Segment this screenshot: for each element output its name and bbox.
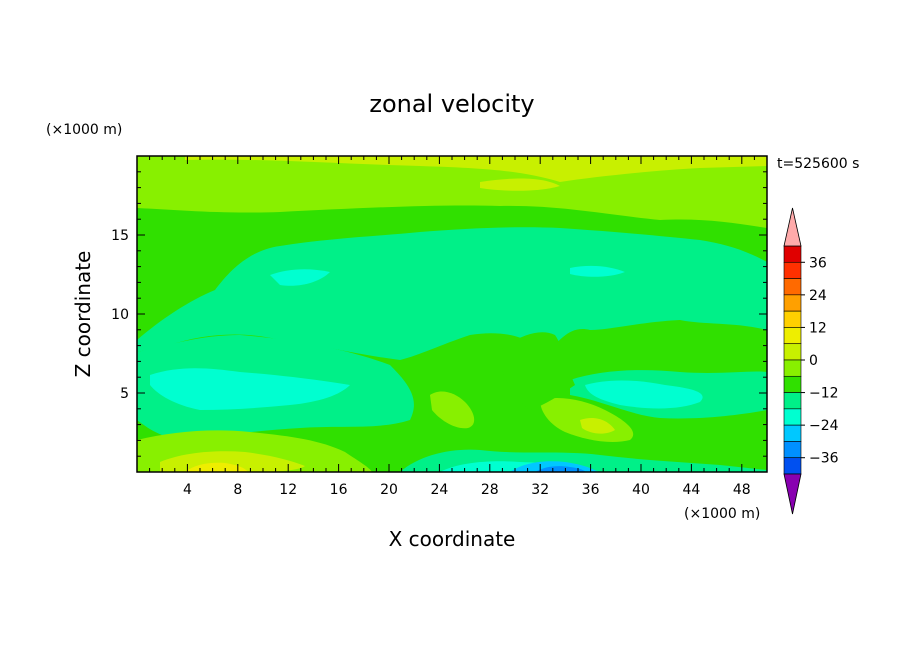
- upper-layer-12b: [480, 178, 560, 191]
- colorbar-segment: [783, 343, 802, 361]
- pocket-neg12-mid: [270, 269, 330, 286]
- mid-region-neg6: [137, 227, 767, 360]
- x-tick-label: 20: [380, 482, 398, 498]
- colorbar-segment: [783, 245, 802, 263]
- x-tick-label: 44: [682, 482, 700, 498]
- colorbar-segment: [783, 392, 802, 410]
- x-tick-label: 24: [430, 482, 448, 498]
- colorbar-under-arrow: [783, 473, 802, 515]
- colorbar-tick-label: 0: [809, 353, 818, 369]
- colorbar-segment: [783, 408, 802, 426]
- x-tick-label: 32: [531, 482, 549, 498]
- x-axis-label: X coordinate: [389, 527, 516, 551]
- colorbar-tick-label: −36: [809, 451, 839, 467]
- feature-6-center: [430, 391, 475, 429]
- y-axis-label: Z coordinate: [71, 251, 95, 378]
- colorbar-segment: [783, 310, 802, 328]
- x-tick-label: 4: [183, 482, 192, 498]
- colorbar-segment: [783, 278, 802, 296]
- colorbar-segment: [783, 375, 802, 393]
- y-tick-label: 10: [111, 307, 129, 323]
- y-unit-label: (×1000 m): [46, 122, 122, 138]
- x-axis: 4 8 12 16 20 24 28 32 36 40 44 48: [149, 156, 755, 498]
- colorbar-segment: [783, 261, 802, 279]
- contour-field: [137, 156, 767, 472]
- x-tick-label: 12: [279, 482, 297, 498]
- feature-0-center: [500, 332, 575, 410]
- colorbar-segment: [783, 327, 802, 345]
- x-tick-label: 36: [582, 482, 600, 498]
- colorbar-tick-label: 12: [809, 320, 827, 336]
- top-band-12: [185, 156, 767, 182]
- minimum-neg24: [535, 466, 586, 472]
- x-tick-label: 8: [233, 482, 242, 498]
- colorbar-segment: [783, 457, 802, 475]
- colorbar-tick-label: 36: [809, 255, 827, 271]
- colorbar-tick-label: −12: [809, 386, 839, 402]
- colorbar-segment: [783, 441, 802, 459]
- x-tick-label: 48: [733, 482, 751, 498]
- x-unit-label: (×1000 m): [684, 506, 760, 522]
- surface-max-18: [185, 462, 248, 472]
- x-tick-label: 28: [481, 482, 499, 498]
- colorbar-over-arrow: [783, 207, 802, 247]
- y-axis: 5 10 15: [111, 171, 767, 457]
- x-tick-label: 16: [330, 482, 348, 498]
- feature-12-right: [580, 418, 615, 434]
- pocket-neg12-left: [150, 368, 350, 410]
- time-label: t=525600 s: [777, 156, 859, 172]
- colorbar-segment: [783, 359, 802, 377]
- y-tick-label: 15: [111, 228, 129, 244]
- chart-title: zonal velocity: [369, 90, 534, 118]
- pocket-neg12-right: [585, 380, 703, 409]
- colorbar-tick-label: −24: [809, 418, 839, 434]
- colorbar-segment: [783, 294, 802, 312]
- pocket-neg12-upper: [570, 265, 625, 277]
- colorbar: 36 24 12 0 −12 −24 −36: [783, 207, 839, 515]
- colorbar-tick-label: 24: [809, 288, 827, 304]
- y-tick-label: 5: [120, 386, 129, 402]
- colorbar-segment: [783, 424, 802, 442]
- x-tick-label: 40: [632, 482, 650, 498]
